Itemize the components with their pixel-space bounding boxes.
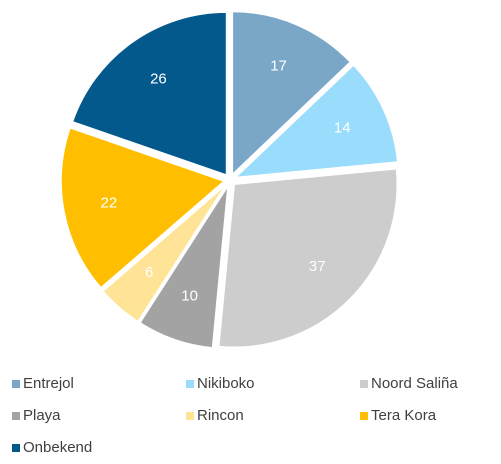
pie-slice — [71, 11, 228, 177]
legend-label: Noord Saliña — [371, 375, 458, 392]
data-label: 14 — [334, 120, 351, 137]
data-label: 37 — [309, 258, 326, 275]
legend-swatch — [186, 412, 194, 420]
legend-label: Playa — [23, 407, 61, 424]
pie-slice — [101, 183, 227, 323]
legend-label: Nikiboko — [197, 375, 255, 392]
pie-slice — [231, 10, 352, 177]
legend-swatch — [360, 412, 368, 420]
data-label: 22 — [101, 194, 118, 211]
data-label: 26 — [150, 70, 167, 87]
legend-swatch — [12, 412, 20, 420]
legend-label: Rincon — [197, 407, 244, 424]
pie-slice — [233, 63, 399, 179]
pie-slice — [217, 167, 398, 348]
legend-label: Tera Kora — [371, 407, 437, 424]
legend-label: Onbekend — [23, 439, 92, 456]
legend-swatch — [12, 444, 20, 452]
legend-swatch — [12, 380, 20, 388]
data-label: 6 — [145, 264, 153, 281]
pie-slice — [138, 185, 229, 349]
legend-label: Entrejol — [23, 375, 74, 392]
legend-swatch — [186, 380, 194, 388]
data-label: 10 — [181, 288, 198, 305]
data-label: 17 — [270, 58, 287, 75]
legend-swatch — [360, 380, 368, 388]
pie-slice — [60, 126, 226, 289]
